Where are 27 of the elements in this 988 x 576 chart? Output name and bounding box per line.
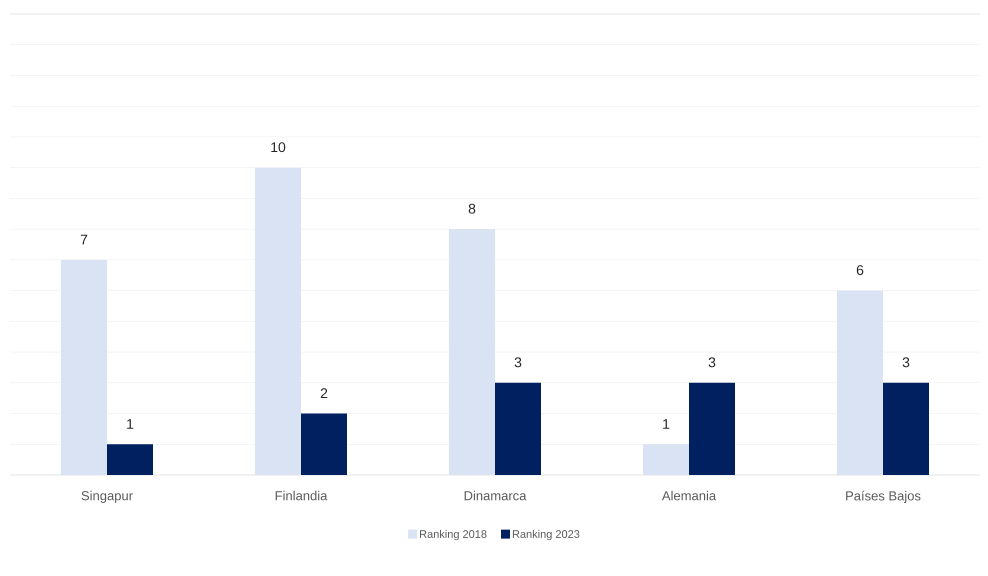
- x-tick-label: Países Bajos: [846, 490, 920, 504]
- data-label: 7: [80, 234, 88, 244]
- data-label: 3: [708, 357, 716, 368]
- data-label: 2: [320, 388, 328, 398]
- bar: [449, 229, 496, 475]
- bar: [495, 382, 542, 475]
- bar: [255, 168, 302, 475]
- bar: [883, 382, 930, 475]
- bar: [301, 414, 348, 475]
- data-label: 8: [468, 204, 476, 214]
- x-tick-label: Alemania: [662, 490, 716, 500]
- bar: [61, 260, 107, 475]
- x-tick-label: Singapur: [82, 490, 133, 503]
- bar: [689, 382, 736, 475]
- data-label: 10: [271, 142, 286, 152]
- data-label: 1: [663, 419, 670, 429]
- data-label: 3: [902, 357, 910, 368]
- legend-label: Ranking 2023: [512, 530, 580, 540]
- data-label: 6: [856, 265, 864, 276]
- legend-label: Ranking 2018: [420, 530, 487, 540]
- data-label: 1: [127, 419, 134, 429]
- x-tick-label: Dinamarca: [464, 490, 526, 500]
- x-tick-label: Finlandia: [276, 490, 328, 500]
- bar: [837, 290, 884, 475]
- data-label: 3: [514, 357, 522, 368]
- bar: [107, 444, 153, 475]
- bar: [643, 444, 690, 475]
